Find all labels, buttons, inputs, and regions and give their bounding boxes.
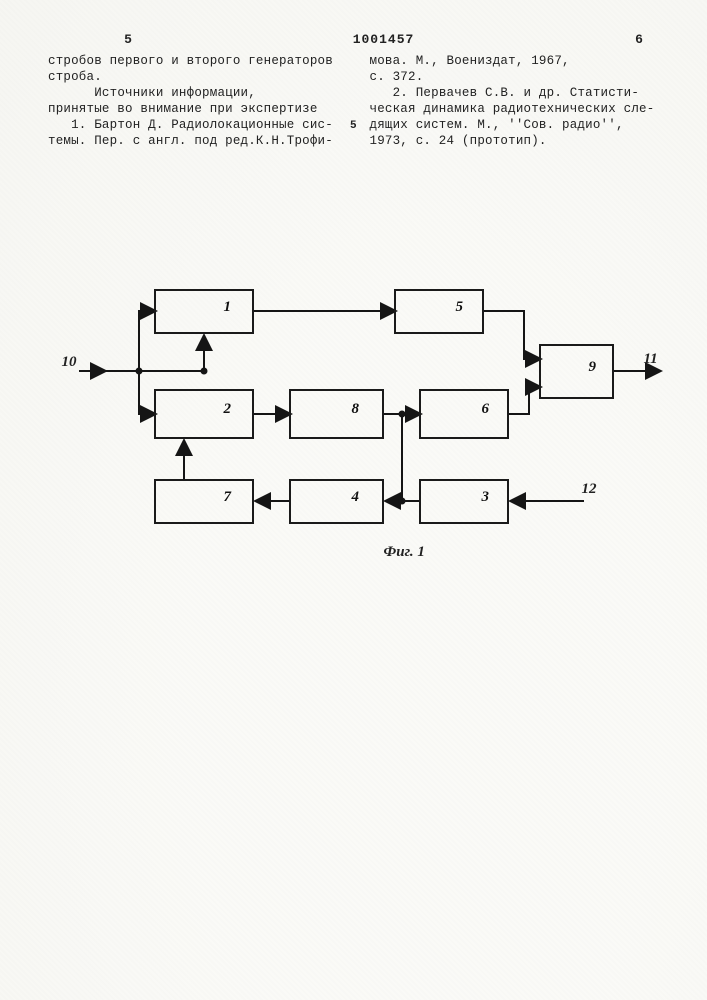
input-10-label: 10	[62, 354, 77, 371]
block-4-label: 4	[352, 489, 360, 506]
text-columns: стробов первого и второго генераторов ст…	[48, 53, 679, 149]
diagram-wires	[84, 289, 644, 589]
figure-caption: Фиг. 1	[384, 544, 425, 561]
block-6	[419, 389, 509, 439]
right-column-number: 6	[619, 32, 659, 47]
block-1	[154, 289, 254, 334]
block-8	[289, 389, 384, 439]
block-5-label: 5	[456, 299, 464, 316]
header-row: 5 1001457 6	[48, 32, 679, 47]
block-6-label: 6	[482, 401, 490, 418]
page: { "header": { "left_colnum": "5", "doc_n…	[0, 0, 707, 1000]
block-5	[394, 289, 484, 334]
block-1-label: 1	[224, 299, 232, 316]
block-2	[154, 389, 254, 439]
block-2-label: 2	[224, 401, 232, 418]
line-number-5: 5	[350, 120, 357, 132]
block-7-label: 7	[224, 489, 232, 506]
document-number: 1001457	[353, 32, 415, 47]
output-11-label: 11	[644, 351, 658, 368]
block-9	[539, 344, 614, 399]
input-12-label: 12	[582, 481, 597, 498]
left-column-number: 5	[108, 32, 148, 47]
block-9-label: 9	[589, 359, 597, 376]
left-column-text: стробов первого и второго генераторов ст…	[48, 53, 358, 149]
figure-1: 1 5 9 2 8 6 7 4 3 10 11 12 Фиг. 1	[84, 289, 644, 589]
block-8-label: 8	[352, 401, 360, 418]
block-7	[154, 479, 254, 524]
block-3-label: 3	[482, 489, 490, 506]
block-3	[419, 479, 509, 524]
right-column-text: мова. М., Воениздат, 1967, с. 372. 2. Пе…	[370, 53, 680, 149]
block-4	[289, 479, 384, 524]
